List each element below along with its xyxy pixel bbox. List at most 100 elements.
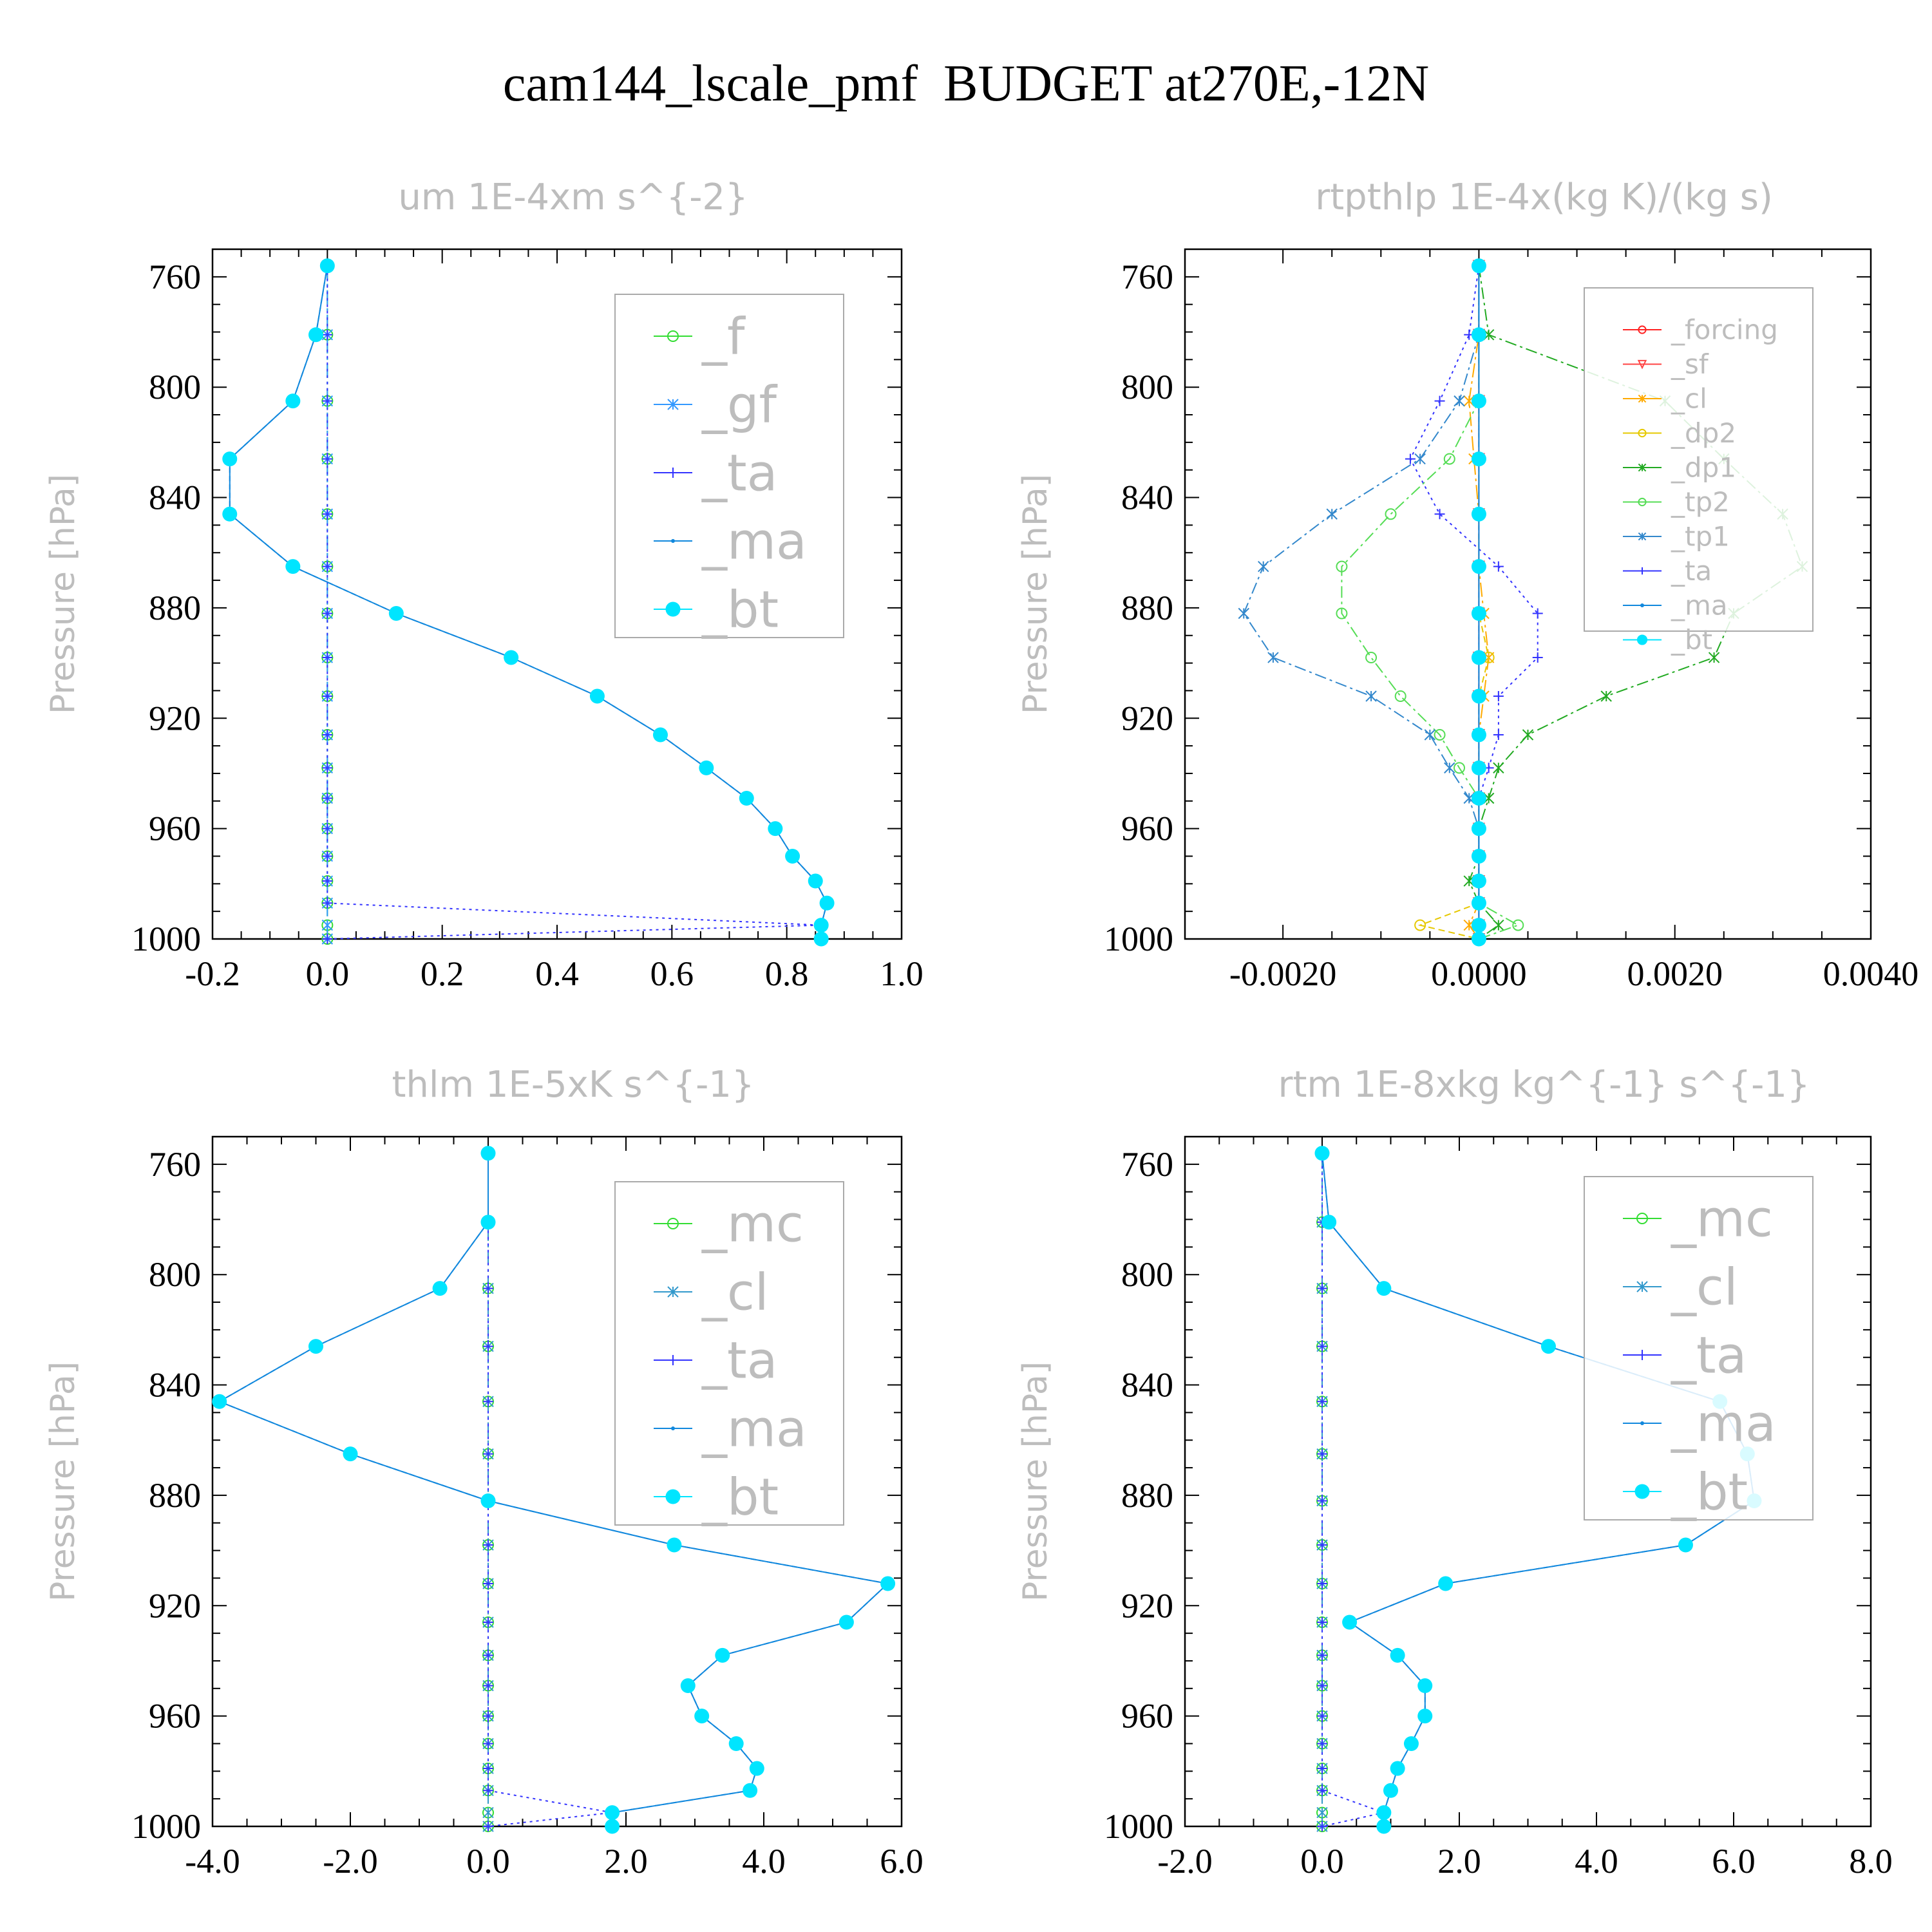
star-marker (1638, 394, 1647, 403)
y-axis-label: Pressure [hPa] (44, 1361, 82, 1602)
series-bt (222, 258, 835, 947)
circle-marker (1365, 652, 1378, 664)
plus-marker (1532, 652, 1543, 663)
plus-marker (1434, 395, 1445, 406)
plot-frame (1184, 248, 1872, 940)
legend-label: _mc (1671, 1190, 1773, 1248)
bt-marker (285, 559, 301, 574)
star-marker (667, 399, 679, 410)
bt-marker (1471, 650, 1486, 665)
panel-title: thlm 1E-5xK s^{-1} (392, 1064, 754, 1106)
plus-marker (483, 1710, 493, 1721)
bt-marker (665, 1489, 681, 1504)
y-tick-label: 1000 (131, 1807, 201, 1846)
star-marker (667, 1286, 679, 1298)
star-marker (1636, 1281, 1648, 1293)
plus-marker (322, 329, 333, 340)
bt-marker (432, 1281, 448, 1296)
plus-marker (1317, 1821, 1327, 1832)
plus-marker (1317, 1283, 1327, 1294)
y-tick-label: 800 (1121, 368, 1173, 406)
plus-marker (483, 1540, 493, 1551)
bt-marker (1321, 1215, 1337, 1230)
legend-label: _cl (1671, 1258, 1738, 1316)
bt-marker (1471, 791, 1486, 806)
x-tick-label: -0.0020 (1229, 954, 1336, 993)
legend-label: _forcing (1671, 314, 1778, 346)
plus-marker (322, 898, 333, 909)
x-tick-label: 0.0020 (1627, 954, 1723, 993)
legend-label: _bt (1671, 624, 1712, 656)
bt-marker (739, 791, 754, 806)
dot-marker (1640, 603, 1644, 607)
bt-marker (728, 1736, 744, 1751)
y-tick-label: 800 (149, 1255, 201, 1294)
legend-label: _mc (701, 1195, 804, 1253)
bt-marker (1376, 1281, 1392, 1296)
plus-marker (483, 1283, 493, 1294)
bt-marker (785, 848, 800, 864)
x-tick-label: 0.0 (1300, 1842, 1344, 1880)
y-tick-label: 960 (1121, 1697, 1173, 1736)
legend: _mc _cl _ta _ma _bt (614, 1181, 844, 1526)
legend-label: _bt (701, 1468, 779, 1526)
star-marker (1365, 690, 1377, 702)
y-tick-label: 960 (149, 1697, 201, 1736)
plus-marker (1317, 1710, 1327, 1721)
y-tick-label: 760 (149, 1145, 201, 1184)
legend-label: _cl (701, 1264, 769, 1321)
bt-marker (1471, 451, 1486, 467)
plus-marker (1317, 1341, 1327, 1352)
plus-marker (1434, 509, 1445, 520)
plus-marker (1638, 567, 1646, 575)
plus-marker (322, 395, 333, 406)
bt-marker (480, 1146, 496, 1161)
star-marker (1600, 690, 1612, 702)
bt-marker (1540, 1339, 1556, 1354)
legend-label: _ma (1671, 1395, 1776, 1453)
bt-marker (1403, 1736, 1419, 1751)
plus-marker (322, 729, 333, 740)
plus-marker (483, 1341, 493, 1352)
y-tick-label: 880 (149, 589, 201, 627)
plus-marker (1317, 1396, 1327, 1407)
bt-marker (1471, 605, 1486, 621)
y-tick-label: 920 (149, 699, 201, 737)
y-tick-label: 960 (1121, 810, 1173, 848)
bt-marker (1376, 1819, 1392, 1834)
bt-marker (667, 1537, 682, 1553)
x-tick-label: 0.0040 (1823, 954, 1919, 993)
bt-marker (388, 605, 404, 621)
legend-label: _ma (701, 1400, 807, 1458)
y-axis-label: Pressure [hPa] (1016, 1361, 1055, 1602)
x-tick-label: 0.6 (650, 954, 694, 993)
bt-marker (222, 506, 238, 522)
legend: _mc _cl _ta _ma _bt (1584, 1176, 1814, 1521)
x-tick-label: 1.0 (880, 954, 923, 993)
plot-frame (211, 248, 903, 940)
bt-marker (1471, 931, 1486, 947)
bt-marker (694, 1709, 710, 1724)
dot-marker (1640, 1421, 1644, 1425)
plus-marker (1405, 453, 1416, 464)
plus-marker (322, 934, 333, 944)
star-marker (1708, 652, 1720, 663)
plus-marker (483, 1821, 493, 1832)
star-marker (1267, 652, 1279, 663)
bt-marker (665, 601, 681, 617)
star-marker (1316, 1806, 1328, 1819)
legend: _f _gf _ta _ma _bt (614, 294, 844, 639)
figure-title: cam144_lscale_pmf BUDGET at270E,-12N (502, 55, 1430, 112)
bt-marker (813, 931, 829, 947)
star-marker (1444, 762, 1455, 774)
series-bt (1471, 258, 1486, 947)
star-marker (1454, 395, 1465, 407)
bt-marker (504, 650, 519, 665)
tick-marks (1184, 1136, 1871, 1827)
legend-label: _bt (701, 581, 779, 639)
bt-marker (1390, 1647, 1405, 1663)
legend-label: _ta (1671, 555, 1712, 587)
triangle-marker (1637, 359, 1647, 370)
x-tick-label: 6.0 (1712, 1842, 1756, 1880)
plot-frame (1184, 1135, 1872, 1828)
